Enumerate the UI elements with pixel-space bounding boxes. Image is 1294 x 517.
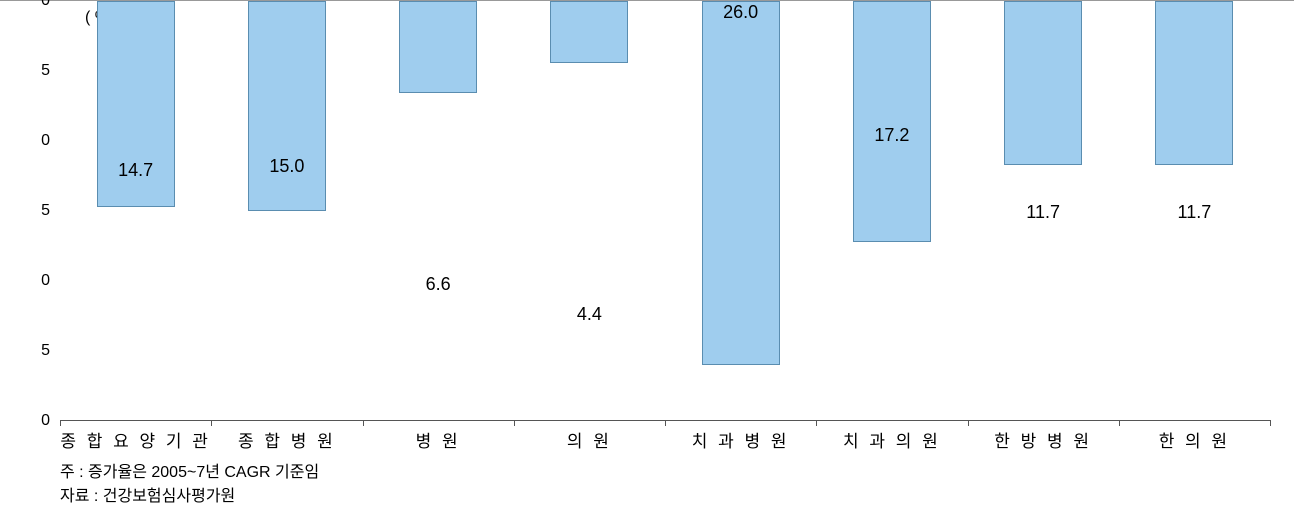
bar <box>853 1 931 242</box>
x-tick-mark <box>816 420 817 426</box>
x-tick-mark <box>1270 420 1271 426</box>
bar-group: 11.7 <box>968 1 1119 420</box>
bar-group: 11.7 <box>1119 1 1270 420</box>
x-tick-mark <box>514 420 515 426</box>
x-axis-label: 의 원 <box>514 427 665 452</box>
y-tick: 5 <box>41 202 50 220</box>
bar <box>702 1 780 365</box>
bar-group: 26.0 <box>665 1 816 420</box>
bar-value-label: 26.0 <box>723 2 758 29</box>
chart-container: ( % ) 0505050 14.715.06.64.426.017.211.7… <box>0 0 1294 517</box>
bar-value-label: 15.0 <box>269 156 304 183</box>
bars-row: 14.7 15.0 6.6 4.4 26.0 17.2 11.7 11.7 <box>60 1 1270 420</box>
bar-value-label: 11.7 <box>1026 202 1060 229</box>
x-axis-label: 치 과 병 원 <box>665 427 816 452</box>
x-tick-mark <box>665 420 666 426</box>
x-tick-mark <box>363 420 364 426</box>
y-tick: 5 <box>41 62 50 80</box>
x-axis-label: 종 합 요 양 기 관 <box>60 427 211 452</box>
x-axis-label: 치 과 의 원 <box>816 427 967 452</box>
x-axis-label: 병 원 <box>363 427 514 452</box>
x-tick-mark <box>211 420 212 426</box>
y-tick: 5 <box>41 342 50 360</box>
bar-group: 17.2 <box>816 1 967 420</box>
bar <box>1004 1 1082 165</box>
footnote-source: 자료 : 건강보험심사평가원 <box>60 485 319 509</box>
x-axis-label: 한 방 병 원 <box>968 427 1119 452</box>
plot-area: 14.7 15.0 6.6 4.4 26.0 17.2 11.7 11.7 <box>60 1 1270 421</box>
footnote-note: 주 : 증가율은 2005~7년 CAGR 기준임 <box>60 461 319 485</box>
bar-group: 6.6 <box>363 1 514 420</box>
bar-value-label: 11.7 <box>1178 202 1212 229</box>
y-axis: 0505050 <box>0 1 60 421</box>
bar <box>399 1 477 93</box>
x-axis-label: 한 의 원 <box>1119 427 1270 452</box>
y-tick: 0 <box>41 132 50 150</box>
x-axis-label: 종 합 병 원 <box>211 427 362 452</box>
bar-group: 15.0 <box>211 1 362 420</box>
bar-value-label: 14.7 <box>118 160 153 187</box>
y-tick: 0 <box>41 0 50 10</box>
y-tick: 0 <box>41 412 50 430</box>
bar-value-label: 6.6 <box>426 274 451 301</box>
x-axis-labels: 종 합 요 양 기 관종 합 병 원병 원의 원치 과 병 원치 과 의 원한 … <box>60 427 1270 452</box>
bar-group: 14.7 <box>60 1 211 420</box>
x-tick-mark <box>1119 420 1120 426</box>
x-tick-mark <box>968 420 969 426</box>
y-tick: 0 <box>41 272 50 290</box>
bar-value-label: 17.2 <box>874 125 909 152</box>
footnotes: 주 : 증가율은 2005~7년 CAGR 기준임 자료 : 건강보험심사평가원 <box>60 461 319 509</box>
bar <box>1155 1 1233 165</box>
bar <box>550 1 628 63</box>
bar-value-label: 4.4 <box>577 304 602 331</box>
bar-group: 4.4 <box>514 1 665 420</box>
x-tick-mark <box>60 420 61 426</box>
